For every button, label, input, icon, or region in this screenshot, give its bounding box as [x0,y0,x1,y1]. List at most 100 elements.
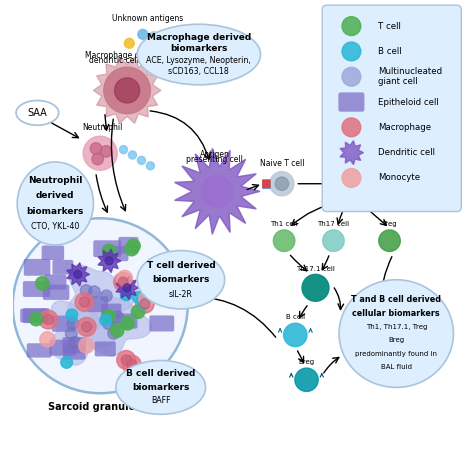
Circle shape [131,305,145,319]
Text: Macrophage derived: Macrophage derived [147,33,251,42]
Text: Epitheloid cell: Epitheloid cell [378,98,439,107]
Text: Monocyte: Monocyte [378,173,420,182]
Circle shape [110,324,124,338]
Circle shape [302,274,329,301]
Text: Th17.1 cell: Th17.1 cell [296,266,335,272]
Circle shape [43,315,53,324]
Circle shape [112,311,124,323]
Circle shape [345,175,363,193]
Circle shape [39,310,58,329]
Circle shape [102,318,114,329]
Circle shape [145,43,155,53]
Circle shape [92,153,103,165]
Circle shape [118,277,128,287]
Circle shape [69,337,81,348]
Circle shape [115,78,140,103]
FancyBboxPatch shape [87,297,108,312]
Circle shape [67,318,79,329]
Circle shape [138,29,148,39]
Circle shape [123,284,131,292]
Polygon shape [67,263,90,286]
Circle shape [337,167,370,200]
FancyBboxPatch shape [24,259,50,276]
Circle shape [108,328,119,339]
FancyBboxPatch shape [23,281,50,297]
Text: T cell derived: T cell derived [146,261,215,270]
Circle shape [124,38,134,48]
Circle shape [149,32,159,41]
Text: T cell: T cell [378,22,401,31]
Polygon shape [174,148,260,234]
Circle shape [13,218,188,393]
Circle shape [140,299,149,308]
Circle shape [119,146,128,153]
Circle shape [100,290,112,302]
Text: B cell: B cell [378,47,402,56]
Circle shape [137,156,146,164]
Circle shape [273,230,295,252]
Text: CTO, YKL-40: CTO, YKL-40 [31,222,80,231]
Circle shape [65,328,77,340]
Circle shape [323,230,344,252]
FancyBboxPatch shape [93,240,121,257]
Polygon shape [85,292,151,356]
Text: BAFF: BAFF [151,396,171,405]
Ellipse shape [137,24,261,85]
Text: BAL fluid: BAL fluid [381,364,412,370]
Circle shape [136,294,154,313]
FancyBboxPatch shape [42,245,64,260]
Circle shape [125,243,138,256]
Circle shape [82,322,91,332]
Text: biomarkers: biomarkers [152,275,210,284]
Circle shape [121,355,131,365]
Circle shape [121,317,134,330]
Circle shape [80,297,89,307]
Circle shape [127,239,140,252]
Text: ACE, Lysozyme, Neopterin,: ACE, Lysozyme, Neopterin, [146,56,251,65]
FancyBboxPatch shape [23,308,49,323]
FancyBboxPatch shape [149,315,174,332]
Circle shape [118,277,128,287]
Text: Antigen: Antigen [200,150,229,159]
FancyBboxPatch shape [338,92,365,112]
Text: dendritic cell: dendritic cell [89,56,138,65]
Circle shape [89,286,100,297]
Circle shape [140,299,150,309]
Circle shape [29,312,43,326]
Text: Th1 cell: Th1 cell [270,221,298,227]
Circle shape [73,270,82,279]
FancyBboxPatch shape [52,315,75,332]
Text: Th1, Th17.1, Treg: Th1, Th17.1, Treg [365,324,427,330]
Text: predominantly found in: predominantly found in [355,351,437,357]
Text: Macrophage or: Macrophage or [85,51,142,60]
Circle shape [122,355,141,374]
Circle shape [132,291,144,303]
Polygon shape [49,301,115,365]
Text: biomarkers: biomarkers [170,45,228,54]
Text: Treg: Treg [382,221,397,227]
FancyBboxPatch shape [63,345,85,360]
Circle shape [80,297,89,307]
Circle shape [100,145,112,157]
Circle shape [127,360,137,369]
FancyBboxPatch shape [322,5,461,212]
Circle shape [102,244,116,258]
Polygon shape [116,276,139,299]
FancyBboxPatch shape [43,284,69,300]
Text: Breg: Breg [299,359,315,365]
FancyBboxPatch shape [53,260,73,274]
Circle shape [75,292,94,311]
Text: B cell derived: B cell derived [126,369,195,378]
Circle shape [379,230,401,252]
Circle shape [79,338,94,353]
Circle shape [120,289,132,301]
FancyBboxPatch shape [27,343,52,358]
Polygon shape [67,265,133,329]
Polygon shape [340,141,364,165]
FancyBboxPatch shape [63,337,86,353]
FancyBboxPatch shape [102,246,128,261]
Circle shape [117,270,132,286]
FancyBboxPatch shape [101,304,121,318]
Circle shape [66,309,78,321]
Text: sCD163, CCL18: sCD163, CCL18 [168,67,229,76]
